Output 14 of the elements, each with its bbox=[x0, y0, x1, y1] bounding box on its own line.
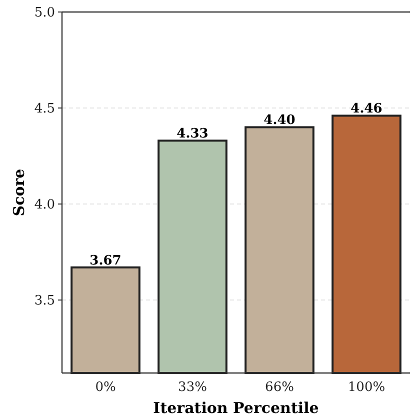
x-tick-label: 33% bbox=[178, 380, 207, 395]
y-tick-label: 4.5 bbox=[34, 102, 55, 117]
x-tick-label: 100% bbox=[348, 380, 386, 395]
data-label: 4.40 bbox=[264, 113, 296, 128]
data-label: 4.33 bbox=[176, 126, 208, 142]
data-label: 3.67 bbox=[90, 253, 122, 268]
y-tick-label: 4.0 bbox=[34, 198, 55, 213]
x-tick-label: 0% bbox=[95, 380, 116, 395]
y-tick-label: 3.5 bbox=[34, 294, 55, 309]
x-tick-label: 66% bbox=[265, 380, 294, 395]
y-tick-label: 5.0 bbox=[34, 6, 55, 21]
x-axis-title: Iteration Percentile bbox=[153, 399, 319, 417]
y-axis-title: Score bbox=[10, 168, 28, 216]
data-label: 4.46 bbox=[350, 102, 382, 117]
